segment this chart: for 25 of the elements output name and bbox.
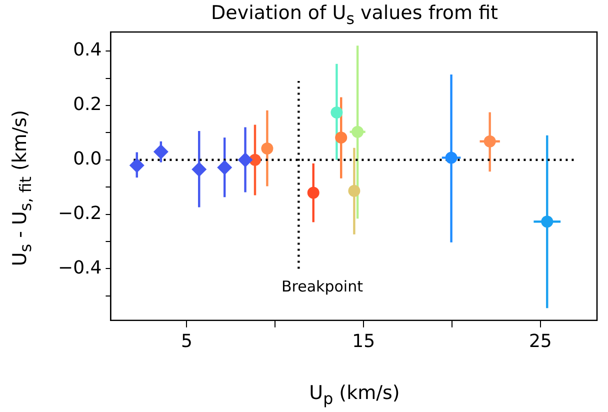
point [330, 106, 343, 119]
point [238, 152, 253, 168]
point [261, 142, 274, 154]
point [484, 135, 496, 148]
y-tick-label: 0.0 [73, 148, 102, 170]
point [307, 186, 320, 199]
point [153, 144, 168, 160]
point [335, 132, 348, 144]
point [129, 158, 144, 173]
point [217, 160, 232, 175]
y-tick-label: −0.2 [58, 202, 102, 224]
x-axis-title: U$_{p}$ (km/s) [308, 382, 401, 408]
chart-title: Deviation of U$_{s}$ values from fit [210, 2, 499, 28]
point [192, 162, 207, 177]
point [352, 126, 364, 138]
point [445, 152, 458, 164]
x-tick-label: 15 [352, 330, 376, 352]
y-tick-label: −0.4 [58, 257, 102, 278]
point [348, 184, 360, 197]
x-tick-label: 5 [181, 330, 192, 352]
annotation: Breakpoint [281, 277, 364, 296]
y-tick-label: 0.4 [73, 40, 102, 61]
point [541, 216, 554, 228]
x-tick-label: 25 [528, 330, 552, 352]
y-tick-label: 0.2 [73, 94, 102, 116]
